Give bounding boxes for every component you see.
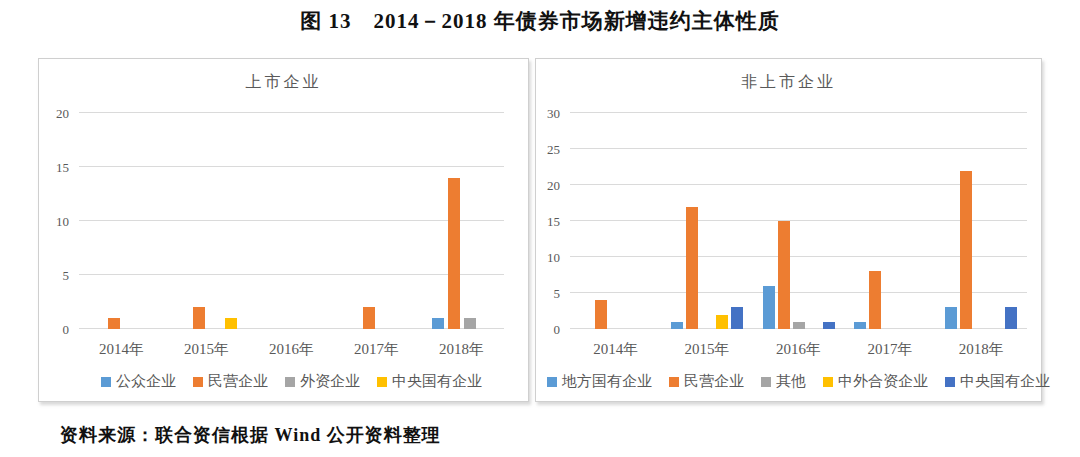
x-axis-label: 2015年	[164, 340, 249, 359]
y-axis-tick-label: 10	[33, 215, 69, 228]
legend-swatch	[285, 377, 295, 387]
y-axis-tick-label: 5	[524, 287, 560, 300]
y-axis-tick-label: 15	[33, 161, 69, 174]
y-axis-tick-label: 20	[33, 107, 69, 120]
bar-group	[844, 113, 935, 329]
legend-item: 地方国有企业	[547, 372, 652, 391]
y-axis-tick-label: 25	[524, 143, 560, 156]
bar	[595, 300, 607, 329]
bar	[686, 207, 698, 329]
bar	[945, 307, 957, 329]
chart-title: 上市企业	[39, 72, 528, 93]
legend-item: 外资企业	[285, 372, 360, 391]
legend-label: 中央国有企业	[392, 372, 482, 391]
bar-groups	[79, 113, 504, 329]
chart-panel-listed-companies: 上市企业051015202014年2015年2016年2017年2018年公众企…	[38, 58, 529, 402]
source-note: 资料来源：联合资信根据 Wind 公开资料整理	[60, 423, 441, 447]
bar-group	[570, 113, 661, 329]
legend-swatch	[669, 377, 679, 387]
bar-group	[334, 113, 419, 329]
legend-label: 民营企业	[208, 372, 268, 391]
legend-label: 外资企业	[300, 372, 360, 391]
y-axis-tick-label: 20	[524, 179, 560, 192]
bar	[1005, 307, 1017, 329]
x-axis-label: 2018年	[936, 340, 1027, 359]
legend-swatch	[945, 377, 955, 387]
bar	[448, 178, 460, 329]
bar	[778, 221, 790, 329]
plot-area: 051015202530	[570, 113, 1027, 329]
x-axis-label: 2018年	[419, 340, 504, 359]
legend-item: 其他	[761, 372, 806, 391]
y-axis-tick-label: 15	[524, 215, 560, 228]
legend-swatch	[377, 377, 387, 387]
x-axis-label: 2017年	[334, 340, 419, 359]
bar	[793, 322, 805, 329]
bar-group	[936, 113, 1027, 329]
bar	[716, 315, 728, 329]
x-axis-label: 2016年	[249, 340, 334, 359]
chart-panel-unlisted-companies: 非上市企业 051015202530 2014年2015年2016年2017年201…	[535, 58, 1042, 402]
legend-item: 民营企业	[669, 372, 744, 391]
legend-label: 中央国有企业	[960, 372, 1050, 391]
x-axis-label: 2015年	[661, 340, 752, 359]
y-axis-tick-label: 5	[33, 269, 69, 282]
bar	[432, 318, 444, 329]
bar	[671, 322, 683, 329]
x-axis-label: 2014年	[79, 340, 164, 359]
bar	[731, 307, 743, 329]
x-axis-labels: 2014年2015年2016年2017年2018年	[79, 340, 504, 359]
bar-group	[661, 113, 752, 329]
bar	[464, 318, 476, 329]
x-axis-label: 2014年	[570, 340, 661, 359]
bar	[363, 307, 375, 329]
legend-item: 中央国有企业	[945, 372, 1050, 391]
legend-swatch	[761, 377, 771, 387]
y-axis-tick-label: 0	[524, 323, 560, 336]
y-axis-tick-label: 30	[524, 107, 560, 120]
bar	[108, 318, 120, 329]
bar-group	[753, 113, 844, 329]
bar	[854, 322, 866, 329]
legend-swatch	[547, 377, 557, 387]
legend-label: 公众企业	[116, 372, 176, 391]
legend-swatch	[193, 377, 203, 387]
bar	[193, 307, 205, 329]
legend-item: 中央国有企业	[377, 372, 482, 391]
legend-item: 公众企业	[101, 372, 176, 391]
legend-item: 中外合资企业	[823, 372, 928, 391]
figure-title: 图 13 2014－2018 年债券市场新增违约主体性质	[0, 7, 1080, 35]
bar	[823, 322, 835, 329]
plot-area: 05101520	[79, 113, 504, 329]
x-axis-labels: 2014年2015年2016年2017年2018年	[570, 340, 1027, 359]
legend-label: 民营企业	[684, 372, 744, 391]
charts-row: 上市企业051015202014年2015年2016年2017年2018年公众企…	[38, 58, 1042, 402]
x-axis-label: 2017年	[844, 340, 935, 359]
legend: 地方国有企业民营企业其他中外合资企业中央国有企业	[570, 372, 1027, 391]
legend-label: 中外合资企业	[838, 372, 928, 391]
bar	[225, 318, 237, 329]
chart-title: 非上市企业	[536, 72, 1041, 93]
bar-group	[249, 113, 334, 329]
legend-label: 其他	[776, 372, 806, 391]
bar-groups	[570, 113, 1027, 329]
bar	[763, 286, 775, 329]
bar-group	[419, 113, 504, 329]
bar	[960, 171, 972, 329]
legend-label: 地方国有企业	[562, 372, 652, 391]
bar	[869, 271, 881, 329]
x-axis-label: 2016年	[753, 340, 844, 359]
y-axis-tick-label: 10	[524, 251, 560, 264]
legend-item: 民营企业	[193, 372, 268, 391]
y-axis-tick-label: 0	[33, 323, 69, 336]
legend-swatch	[823, 377, 833, 387]
bar-group	[79, 113, 164, 329]
legend-swatch	[101, 377, 111, 387]
bar-group	[164, 113, 249, 329]
legend: 公众企业 民营企业 外资企业 中央国有企业	[79, 372, 504, 391]
